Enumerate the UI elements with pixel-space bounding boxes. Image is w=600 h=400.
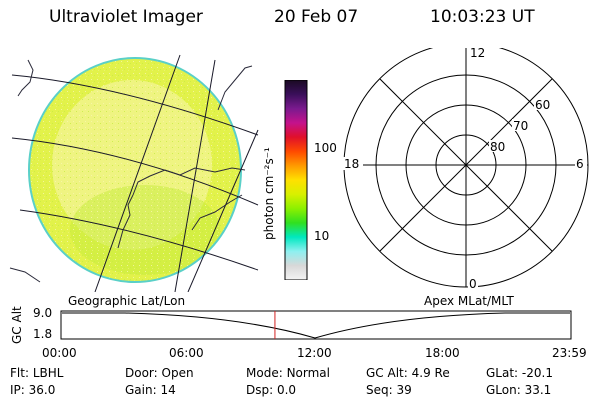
status-dsp: Dsp: 0.0	[246, 383, 297, 397]
timeline-xtick-0600: 06:00	[169, 346, 204, 360]
mlt-label-18: 18	[344, 157, 359, 171]
colorbar-tick-10: 10	[314, 229, 330, 243]
date-label: 20 Feb 07	[274, 7, 359, 27]
status-glon: GLon: 33.1	[486, 383, 552, 397]
polar-caption: Apex MLat/MLT	[424, 294, 514, 308]
instrument-title: Ultraviolet Imager	[49, 7, 203, 27]
geographic-grid	[11, 54, 259, 292]
status-ip: IP: 36.0	[10, 383, 56, 397]
timeline-axis-label: GC Alt	[10, 306, 24, 344]
mlt-label-6: 6	[576, 157, 584, 171]
polar-diagonal-2	[379, 78, 553, 252]
colorbar	[284, 80, 308, 280]
timeline-xtick-1200: 12:00	[297, 346, 332, 360]
status-door: Door: Open	[125, 366, 194, 380]
timeline-plot	[60, 310, 572, 340]
status-filter: Flt: LBHL	[10, 366, 64, 380]
mlat-label-60: 60	[535, 98, 550, 112]
colorbar-unit-wrap: photon cm⁻²s⁻¹	[258, 147, 288, 270]
timeline-xtick-0000: 00:00	[42, 346, 77, 360]
polar-plot: 12 18 6 0 60 70 80	[343, 48, 589, 290]
timeline-xtick-1800: 18:00	[425, 346, 460, 360]
colorbar-unit-label: photon cm⁻²s⁻¹	[262, 147, 276, 240]
status-gain: Gain: 14	[125, 383, 176, 397]
timeline-xtick-2359: 23:59	[552, 346, 587, 360]
status-gc-alt: GC Alt: 4.9 Re	[366, 366, 450, 380]
status-seq: Seq: 39	[366, 383, 412, 397]
timeline-frame	[60, 310, 572, 340]
mlt-label-0: 0	[469, 277, 477, 290]
altitude-curve	[62, 312, 570, 339]
status-mode: Mode: Normal	[246, 366, 330, 380]
time-label: 10:03:23 UT	[430, 7, 535, 27]
status-glat: GLat: -20.1	[486, 366, 553, 380]
timeline-ytick-top: 9.0	[33, 306, 53, 320]
uv-image-panel	[9, 54, 259, 292]
mlat-label-80: 80	[490, 140, 505, 154]
imager-caption: Geographic Lat/Lon	[68, 294, 186, 308]
coastline	[9, 59, 253, 283]
colorbar-tick-100: 100	[314, 141, 337, 155]
mlat-label-70: 70	[513, 119, 528, 133]
timeline-ytick-bottom: 1.8	[33, 327, 53, 341]
mlt-label-12: 12	[470, 48, 485, 60]
